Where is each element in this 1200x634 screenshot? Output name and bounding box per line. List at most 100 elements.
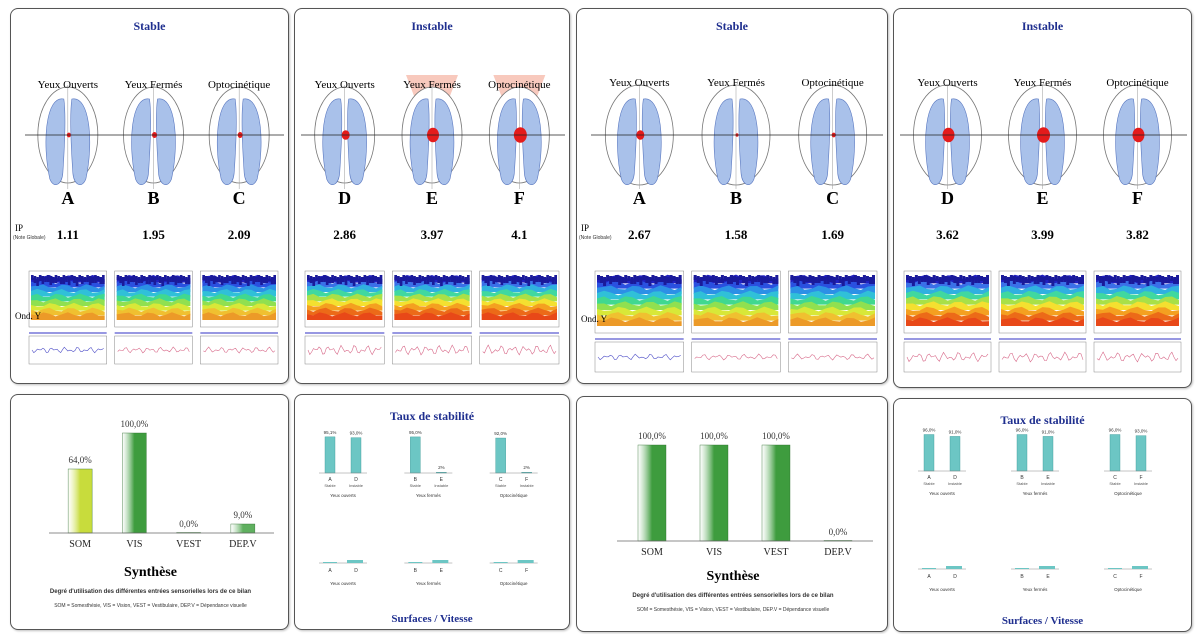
spectrogram-noise (929, 277, 933, 283)
spectrogram (479, 270, 560, 365)
spectrogram-band (790, 279, 875, 289)
condition-letter: C (232, 188, 246, 208)
spectrogram-noise (971, 276, 975, 285)
spectrogram-noise (974, 277, 978, 283)
spectrogram-noise (495, 277, 498, 282)
bar-value-label: 9,0% (234, 510, 253, 520)
ip-value: 3.99 (1031, 227, 1054, 242)
taux-title: Taux de stabilité (389, 409, 475, 423)
spectrogram-noise (935, 276, 939, 281)
spectrogram (304, 270, 385, 365)
spectrogram-noise (236, 276, 240, 282)
spectrogram-noise (33, 276, 37, 283)
ip-value: 1.58 (724, 227, 748, 242)
spectrogram-band (307, 288, 383, 297)
spectrogram-noise (1063, 275, 1067, 282)
spectrogram-noise (1015, 277, 1019, 282)
trace-box (200, 335, 279, 365)
spectrogram-noise (1036, 275, 1040, 284)
panel-title: Stable (715, 19, 748, 33)
spectrogram-noise (711, 275, 715, 282)
trace-box (903, 341, 992, 373)
spectrogram-noise (1098, 276, 1102, 283)
spectrogram-noise (312, 277, 316, 286)
group-label: Yeux ouverts (330, 493, 357, 498)
spectrogram-noise (1039, 276, 1043, 282)
surface-bar (1108, 568, 1122, 569)
surface-letter: F (525, 568, 528, 574)
spectrogram-noise (862, 275, 866, 283)
spectrogram-noise (177, 277, 180, 283)
spectrogram-noise (174, 276, 178, 285)
surface-bar (323, 562, 337, 563)
spectrogram-noise (911, 277, 915, 286)
stability-bar-col: Stable (495, 483, 507, 488)
spectrogram (594, 270, 684, 373)
spectrogram-noise (554, 275, 557, 284)
spectrogram-noise (241, 275, 245, 280)
spectrogram-noise (132, 275, 136, 282)
synthese-panel: 100,0% SOM 100,0% VIS 100,0% VEST 0,0% DEP.V Syn… (576, 396, 888, 632)
spectrogram-noise (169, 277, 172, 282)
spectrogram-noise (239, 277, 242, 285)
spectrogram-noise (522, 275, 525, 280)
bar-value-label: 100,0% (762, 431, 790, 441)
spectrogram-noise (802, 276, 806, 284)
spectrogram-noise (986, 275, 989, 284)
spectrogram (998, 270, 1087, 373)
spectrogram-noise (226, 275, 229, 283)
trace-line (1096, 351, 1179, 363)
spectrogram-noise (642, 275, 646, 280)
spectrogram-band (790, 285, 875, 294)
spectrogram-noise (977, 275, 981, 283)
stability-bar-col: Stable (923, 481, 935, 486)
feet-diagram (900, 84, 1187, 373)
stability-bar-col: Instable (520, 483, 535, 488)
bar-category-label: VIS (126, 539, 142, 550)
condition-name: Yeux Ouverts (37, 79, 98, 91)
stability-bar-letter: F (1139, 475, 1142, 481)
condition-letter: D (338, 188, 352, 208)
spectrogram-noise (394, 275, 398, 280)
spectrogram-noise (73, 276, 76, 283)
stability-bar-letter: C (1113, 475, 1117, 481)
surface-bar (493, 562, 508, 563)
condition-letter: A (632, 188, 646, 208)
spectrogram-noise (853, 275, 857, 282)
surface-bar (1015, 568, 1029, 569)
ond-label: Ond. Y (15, 311, 42, 321)
foot-shape (156, 98, 176, 185)
spectrogram-noise (736, 277, 740, 285)
spectrogram-noise (38, 275, 42, 281)
stability-bar-value: 91,0% (949, 429, 962, 434)
spectrogram-noise (440, 277, 443, 286)
spectrogram-noise (218, 275, 221, 282)
stability-bar-value: 96,0% (1016, 428, 1029, 433)
trace-line (307, 344, 382, 356)
spectrogram-noise (270, 277, 274, 284)
stability-bar-value: 95,1% (324, 430, 337, 435)
spectrogram-noise (666, 277, 670, 283)
stability-bar-letter: E (440, 477, 444, 483)
spectrogram-noise (835, 275, 839, 280)
spectrogram-noise (119, 276, 122, 283)
spectrogram-noise (102, 275, 105, 284)
spectrogram-noise (540, 276, 544, 285)
stability-bar (410, 436, 421, 474)
spectrogram-noise (546, 275, 549, 283)
spectrogram-noise (745, 277, 749, 286)
spectrogram-noise (94, 275, 97, 283)
stability-bar-value: 95,0% (409, 430, 422, 435)
spectrogram-noise (847, 276, 851, 284)
spectrogram-noise (262, 277, 266, 283)
spectrogram-noise (1161, 276, 1165, 285)
spectrogram-noise (1048, 276, 1052, 283)
stability-bar-letter: D (354, 477, 358, 483)
spectrogram-noise (247, 277, 250, 286)
spectrogram-noise (228, 276, 232, 281)
spectrogram-noise (376, 277, 380, 284)
ip-value: 1.69 (821, 227, 845, 242)
spectrogram-band (790, 317, 875, 326)
spectrogram-band (202, 284, 276, 292)
spectrogram-noise (405, 276, 408, 284)
